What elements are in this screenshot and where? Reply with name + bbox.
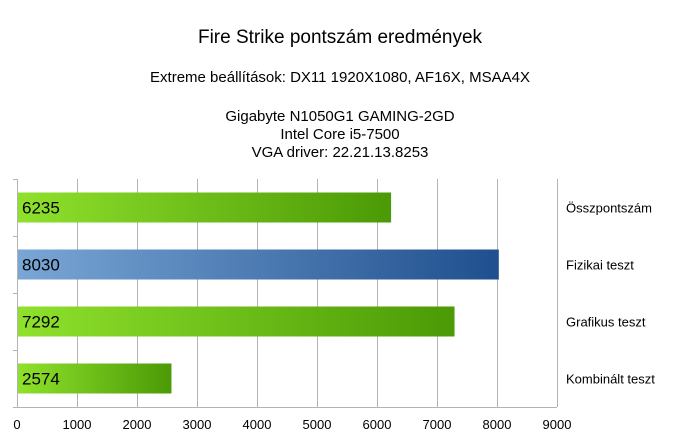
driver-label: VGA driver: 22.21.13.8253 bbox=[251, 144, 429, 161]
x-tick-label: 6000 bbox=[363, 417, 392, 432]
bar-value-label: 2574 bbox=[22, 370, 60, 389]
x-axis: 0 1000 2000 3000 4000 5000 6000 7000 8000 9000 bbox=[13, 417, 571, 432]
x-tick-label: 5000 bbox=[303, 417, 332, 432]
x-tick-label: 0 bbox=[13, 417, 20, 432]
gpu-label: Gigabyte N1050G1 GAMING-2GD bbox=[225, 108, 455, 125]
bar-value-label: 6235 bbox=[22, 199, 60, 218]
bars: 6235 Összpontszám 8030 Fizikai teszt 7292 Gra… bbox=[18, 192, 655, 394]
x-tick-label: 1000 bbox=[63, 417, 92, 432]
x-tick-label: 4000 bbox=[243, 417, 272, 432]
x-tick-label: 3000 bbox=[183, 417, 212, 432]
category-label: Kombinált teszt bbox=[566, 372, 655, 387]
category-label: Grafikus teszt bbox=[566, 315, 646, 330]
cpu-label: Intel Core i5-7500 bbox=[280, 126, 400, 143]
chart-subtitle: Extreme beállítások: DX11 1920X1080, AF1… bbox=[150, 69, 530, 86]
x-tick-label: 8000 bbox=[483, 417, 512, 432]
system-info: Gigabyte N1050G1 GAMING-2GD Intel Core i… bbox=[0, 108, 680, 162]
bar-2 bbox=[18, 249, 499, 280]
bar-value-label: 7292 bbox=[22, 313, 60, 332]
bar-3 bbox=[18, 306, 455, 337]
bar-1 bbox=[18, 192, 392, 223]
bar-4 bbox=[18, 363, 172, 394]
bar-value-label: 8030 bbox=[22, 256, 60, 275]
x-tick-label: 9000 bbox=[543, 417, 572, 432]
x-tick-label: 2000 bbox=[123, 417, 152, 432]
category-label: Összpontszám bbox=[566, 201, 652, 216]
chart-title: Fire Strike pontszám eredmények bbox=[197, 27, 483, 48]
category-label: Fizikai teszt bbox=[566, 258, 634, 273]
x-tick-label: 7000 bbox=[423, 417, 452, 432]
